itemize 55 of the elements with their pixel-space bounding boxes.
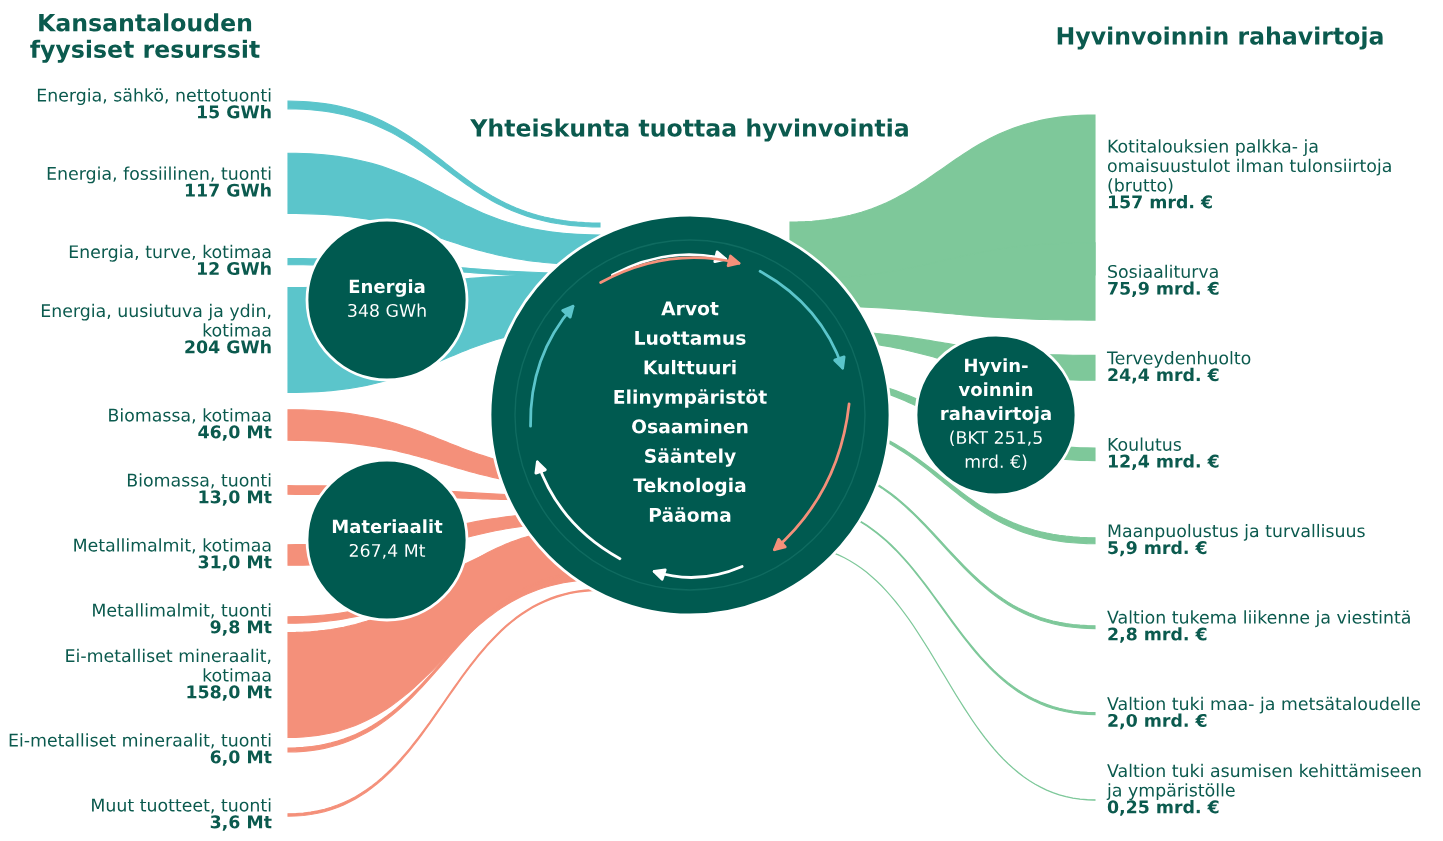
text: 267,4 Mt bbox=[349, 543, 426, 559]
category-label: Valtion tuki asumisen kehittämiseen ja ympäristölle bbox=[1106, 763, 1421, 800]
text: Kulttuuri bbox=[644, 359, 736, 375]
category-label: Koulutus bbox=[1108, 437, 1181, 451]
category-label: Biomassa, tuonti bbox=[127, 473, 271, 489]
text: Osaaminen bbox=[632, 418, 748, 434]
data-label: 75,9 mrd. € bbox=[1108, 281, 1219, 298]
text: Yhteiskunta tuottaa hyvinvointia bbox=[470, 118, 908, 142]
category-label: Sosiaaliturva bbox=[1108, 264, 1218, 279]
data-label: 117 GWh bbox=[185, 183, 271, 197]
data-label: 204 GWh bbox=[185, 340, 271, 354]
category-label: Ei-metalliset mineraalit, kotimaa bbox=[66, 648, 271, 682]
category-label: Biomassa, kotimaa bbox=[109, 408, 271, 424]
data-label: 157 mrd. € bbox=[1108, 195, 1212, 209]
data-label: 158,0 Mt bbox=[187, 685, 272, 701]
category-label: Metallimalmit, kotimaa bbox=[74, 538, 271, 554]
category-label: Ei-metalliset mineraalit, tuonti bbox=[9, 733, 271, 749]
data-label: 6,0 Mt bbox=[210, 750, 272, 766]
category-label: Terveydenhuolto bbox=[1106, 351, 1251, 368]
text: Energia bbox=[349, 279, 425, 297]
text: Hyvin- voinnin rahavirtoja bbox=[941, 358, 1051, 424]
text: Hyvinvoinnin rahavirtoja bbox=[1057, 26, 1383, 50]
text: Pääoma bbox=[649, 507, 731, 522]
text: (BKT 251,5 mrd. €) bbox=[950, 430, 1042, 471]
data-label: 12 GWh bbox=[198, 261, 271, 276]
data-label: 3,6 Mt bbox=[210, 815, 272, 831]
data-label: 9,8 Mt bbox=[210, 620, 272, 636]
category-label: Valtion tuki maa- ja metsätaloudelle bbox=[1107, 696, 1421, 714]
data-label: 46,0 Mt bbox=[198, 425, 272, 441]
category-label: Maanpuolustus ja turvallisuus bbox=[1108, 523, 1365, 541]
data-label: 0,25 mrd. € bbox=[1107, 800, 1219, 816]
category-label: Energia, uusiutuva ja ydin, kotimaa bbox=[41, 303, 271, 337]
text: Elinympäristöt bbox=[614, 389, 767, 408]
text: Arvot bbox=[661, 301, 719, 316]
text: Sääntely bbox=[645, 448, 736, 467]
text: Kansantalouden fyysiset resurssit bbox=[30, 13, 260, 63]
text: Teknologia bbox=[633, 477, 746, 497]
data-label: 12,4 mrd. € bbox=[1108, 454, 1219, 470]
text: 348 GWh bbox=[348, 303, 426, 318]
data-label: 31,0 Mt bbox=[198, 555, 272, 571]
data-label: 5,9 mrd. € bbox=[1108, 540, 1207, 557]
category-label: Muut tuotteet, tuonti bbox=[92, 798, 271, 814]
data-label: 24,4 mrd. € bbox=[1108, 367, 1219, 384]
text: Luottamus bbox=[635, 331, 746, 345]
data-label: 13,0 Mt bbox=[199, 490, 272, 506]
data-label: 2,0 mrd. € bbox=[1108, 713, 1207, 730]
text: Materiaalit bbox=[332, 519, 443, 534]
data-label: 15 GWh bbox=[198, 105, 271, 119]
category-label: Energia, sähkö, nettotuonti bbox=[37, 88, 271, 105]
data-label: 2,8 mrd. € bbox=[1108, 627, 1207, 643]
category-label: Energia, turve, kotimaa bbox=[69, 244, 271, 262]
category-label: Valtion tukema liikenne ja viestintä bbox=[1107, 610, 1410, 628]
category-label: Energia, fossiilinen, tuonti bbox=[47, 166, 271, 184]
category-label: Metallimalmit, tuonti bbox=[93, 603, 271, 619]
category-label: Kotitalouksien palkka- ja omaisuustulot ilman tulonsiirtoja (brutto) bbox=[1107, 139, 1391, 194]
